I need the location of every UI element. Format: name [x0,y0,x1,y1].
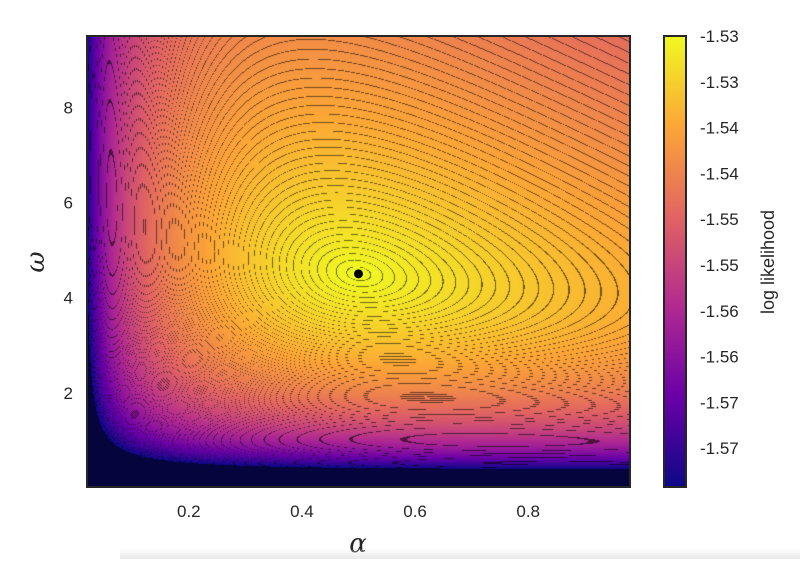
colorbar-tick-label: -1.57 [700,439,739,458]
colorbar-tick-label: -1.55 [700,210,739,229]
plot-frame [86,35,631,488]
colorbar-ticks: -1.53 -1.53 -1.54 -1.54 -1.55 -1.55 -1.56 -1.56… [700,27,739,458]
x-tick-label: 0.4 [290,502,314,521]
colorbar-tick-label: -1.54 [700,119,739,138]
y-tick-label: 6 [64,194,73,213]
y-tick-label: 8 [64,98,73,117]
colorbar-tick-label: -1.53 [700,27,739,46]
colorbar-tick-label: -1.54 [700,164,739,183]
colorbar-tick-label: -1.56 [700,348,739,367]
maximum-point-marker [354,269,363,279]
x-tick-label: 0.2 [177,502,201,521]
x-axis-ticks: 0.2 0.4 0.6 0.8 [177,502,540,521]
bottom-edge-shade [120,548,800,559]
colorbar-tick-label: -1.53 [700,73,739,92]
x-tick-label: 0.6 [403,502,427,521]
colorbar-tick-label: -1.57 [700,393,739,412]
colorbar-tick-label: -1.56 [700,302,739,321]
colorbar-tick-label: -1.55 [700,256,739,275]
x-tick-label: 0.8 [516,502,540,521]
plot-area [87,36,630,487]
y-axis-label: ω [21,251,51,272]
y-tick-label: 2 [64,384,73,403]
y-tick-label: 4 [64,289,73,308]
colorbar [663,35,687,488]
colorbar-label: log likelihood [758,210,778,314]
likelihood-surface [87,36,630,487]
y-axis-ticks: 2 4 6 8 [64,98,73,402]
